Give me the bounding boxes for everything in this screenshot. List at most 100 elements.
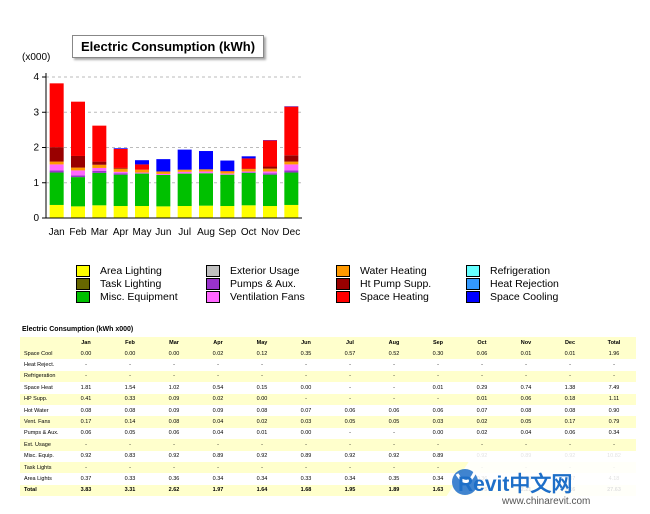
table-cell: - (592, 359, 636, 371)
table-cell: 0.05 (372, 416, 416, 428)
table-cell: 0.09 (152, 393, 196, 405)
legend-label: Space Heating (360, 291, 429, 303)
table-cell: 1.97 (196, 484, 240, 497)
bar-segment (71, 175, 85, 178)
table-cell: 0.92 (152, 450, 196, 462)
table-cell: 0.06 (416, 404, 460, 417)
table-cell: 0.06 (64, 427, 108, 440)
table-header: Oct (460, 337, 504, 348)
bar-segment (49, 147, 64, 162)
legend-item: Task Lighting (76, 278, 206, 290)
bar-segment (199, 169, 213, 172)
row-label: Misc. Equip. (20, 450, 64, 462)
x-tick-label: Jan (49, 227, 65, 238)
table-header: Sep (416, 337, 460, 348)
table-cell: - (284, 359, 328, 371)
table-cell: 0.01 (504, 348, 548, 360)
bar-segment (71, 101, 85, 156)
table-cell: 0.89 (196, 450, 240, 462)
legend-label: Pumps & Aux. (230, 278, 296, 290)
table-cell: 0.92 (64, 450, 108, 462)
table-cell: 0.01 (240, 427, 284, 440)
table-cell: 0.08 (108, 404, 152, 417)
table-cell: 0.03 (416, 416, 460, 428)
y-tick-label: 3 (33, 107, 39, 118)
bar-segment (177, 169, 192, 172)
row-label: Task Lights (20, 461, 64, 474)
bar-segment (92, 167, 107, 171)
table-row: Pumps & Aux. 0.06 0.05 0.06 0.04 0.01 0.00- -0.… (20, 427, 636, 440)
legend-swatch (76, 265, 90, 277)
bar-segment (199, 173, 213, 206)
table-cell: 0.79 (592, 416, 636, 428)
x-tick-label: Nov (261, 227, 279, 238)
table-cell: - (328, 382, 372, 394)
bar-segment (263, 168, 277, 172)
table-cell: 1.81 (64, 382, 108, 394)
bar-segment (135, 172, 149, 174)
table-cell: 0.05 (328, 416, 372, 428)
legend-label: Ventilation Fans (230, 291, 305, 303)
watermark-swoosh-icon (435, 452, 650, 514)
table-cell: 0.03 (284, 416, 328, 428)
table-cell: 0.34 (592, 427, 636, 440)
bar-segment (199, 171, 213, 174)
table-row: HP Supp. 0.41 0.33 0.09 0.02 0.00- - - -0.01 0.06… (20, 393, 636, 405)
table-cell: 0.89 (416, 450, 460, 462)
table-cell: - (504, 370, 548, 383)
axes (42, 73, 302, 219)
table-cell: 0.09 (152, 404, 196, 417)
table-header: May (240, 337, 284, 348)
bar-segment (49, 170, 64, 173)
table-cell: - (460, 359, 504, 371)
legend-swatch (206, 278, 220, 290)
legend-item: Water Heating (336, 265, 466, 277)
row-label: HP Supp. (20, 393, 64, 405)
table-cell: 0.05 (108, 427, 152, 440)
bar-segment (113, 167, 128, 169)
table-header: Aug (372, 337, 416, 348)
table-cell: 0.00 (284, 382, 328, 394)
bar-segment (113, 174, 128, 207)
bar-segment (135, 160, 149, 165)
table-cell: 0.06 (504, 393, 548, 405)
table-cell: - (64, 439, 108, 451)
table-cell: - (416, 359, 460, 371)
legend-item: Space Cooling (466, 291, 596, 303)
bar-segment (220, 171, 235, 174)
bar-segment (263, 173, 277, 175)
table-cell: 0.00 (284, 427, 328, 440)
legend-swatch (76, 291, 90, 303)
table-cell: 0.08 (504, 404, 548, 417)
bar-segment (220, 206, 235, 218)
table-cell: 0.08 (152, 416, 196, 428)
x-tick-label: Oct (241, 227, 257, 238)
table-cell: - (240, 359, 284, 371)
legend-label: Ht Pump Supp. (360, 278, 432, 290)
bar-segment (199, 205, 213, 218)
bar-segment (241, 169, 256, 172)
table-cell: - (284, 370, 328, 383)
table-cell: 0.30 (416, 348, 460, 360)
table-cell: 0.92 (372, 450, 416, 462)
table-cell: 0.41 (64, 393, 108, 405)
bar-segment (135, 169, 149, 173)
table-cell: - (284, 393, 328, 405)
table-cell: - (108, 461, 152, 474)
row-label: Ext. Usage (20, 439, 64, 451)
table-header: Dec (548, 337, 592, 348)
bar-segment (113, 173, 128, 175)
table-cell: - (372, 370, 416, 383)
legend-swatch (206, 291, 220, 303)
bar-segment (177, 149, 192, 170)
table-cell: 0.35 (284, 348, 328, 360)
table-cell: 0.02 (240, 416, 284, 428)
bar-segment (156, 159, 171, 172)
bar-segment (284, 172, 299, 205)
table-cell: 2.62 (152, 484, 196, 497)
y-tick-label: 4 (33, 72, 39, 83)
table-cell: - (372, 393, 416, 405)
table-cell: - (284, 439, 328, 451)
row-label: Space Cool (20, 348, 64, 360)
table-cell: 0.74 (504, 382, 548, 394)
